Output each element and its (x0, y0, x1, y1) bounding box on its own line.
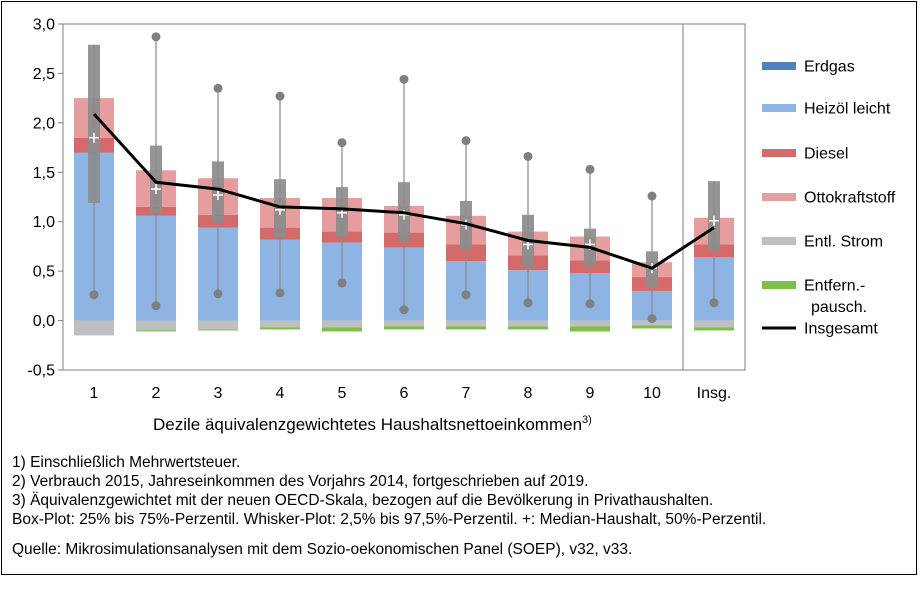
x-tick-label: 10 (643, 385, 661, 402)
plot-area (62, 23, 746, 371)
y-tick-label: 3,0 (33, 17, 55, 34)
p2-5-marker (89, 290, 99, 300)
legend-label: Insgesamt (804, 321, 878, 338)
bar-entfern-pausch (384, 326, 424, 330)
p97-5-marker (275, 91, 285, 101)
footnote-1: 1) Einschließlich Mehrwertsteuer. (12, 454, 241, 471)
bar-entfern-pausch (136, 330, 176, 332)
bar-entfern-pausch (260, 327, 300, 330)
x-axis-label-sup: 3) (582, 414, 592, 426)
legend-swatch (762, 149, 796, 157)
x-tick-label: 2 (152, 385, 161, 402)
footnote-3: 3) Äquivalenzgewichtet mit der neuen OEC… (12, 492, 714, 509)
x-tick-label: 3 (214, 385, 223, 402)
chart: -0,5 0,0 0,5 1,0 1,5 2,0 2,5 3,0 1 2 3 4 5 6 7 8 9 10 Insg… (27, 17, 896, 435)
y-tick-label: 1,5 (33, 165, 55, 182)
p97-5-marker (585, 164, 595, 174)
legend-swatch (762, 237, 796, 245)
p2-5-marker (523, 298, 533, 308)
bar-entfern-pausch (570, 326, 610, 332)
legend-label: Heizöl leicht (804, 101, 891, 118)
bar-entfern-pausch (508, 326, 548, 330)
p97-5-marker (399, 74, 409, 84)
footnote-2: 2) Verbrauch 2015, Jahreseinkommen des V… (12, 473, 589, 490)
bar-entl-strom (260, 320, 300, 328)
bar-entfern-pausch (694, 327, 734, 331)
p2-5-marker (399, 305, 409, 315)
p2-5-marker (337, 278, 347, 288)
p97-5-marker (213, 83, 223, 93)
y-tick-label: 1,0 (33, 214, 55, 231)
y-tick-label: -0,5 (27, 363, 55, 380)
p2-5-marker (275, 288, 285, 298)
p97-5-marker (523, 151, 533, 161)
x-tick-label: 4 (276, 385, 285, 402)
y-tick-label: 0,5 (33, 264, 55, 281)
p2-5-marker (461, 290, 471, 300)
x-tick-label: 6 (400, 385, 409, 402)
p97-5-marker (647, 191, 657, 201)
bar-entfern-pausch (198, 329, 238, 331)
legend-swatch (762, 62, 796, 70)
bar-entl-strom (74, 320, 114, 336)
bar-entl-strom (322, 320, 362, 328)
bar-entl-strom (570, 320, 610, 327)
x-tick-label: 7 (462, 385, 471, 402)
boxplot-note: Box-Plot: 25% bis 75%-Perzentil. Whisker… (12, 511, 767, 528)
p97-5-marker (151, 32, 161, 42)
line-insgesamt (92, 112, 715, 270)
source-note: Quelle: Mikrosimulationsanalysen mit dem… (12, 541, 633, 558)
legend-swatch (762, 281, 796, 289)
bar-entl-strom (198, 320, 238, 330)
legend-label: Diesel (804, 146, 848, 163)
bar-entfern-pausch (446, 326, 486, 330)
x-tick-label: 1 (90, 385, 99, 402)
box-iqr (88, 44, 100, 203)
legend-label-line2: pausch. (811, 299, 867, 316)
p2-5-marker (585, 299, 595, 309)
y-tick-label: 0,0 (33, 313, 55, 330)
figure-frame (1, 1, 917, 575)
legend-swatch (762, 193, 796, 201)
legend-label: Entl. Strom (804, 234, 883, 251)
bar-entl-strom (136, 320, 176, 331)
p97-5-marker (337, 138, 347, 148)
x-tick-label: 5 (338, 385, 347, 402)
p97-5-marker (461, 136, 471, 146)
legend-label: Ottokraftstoff (804, 190, 896, 207)
p2-5-marker (709, 298, 719, 308)
y-tick-label: 2,5 (33, 66, 55, 83)
y-tick-label: 2,0 (33, 115, 55, 132)
legend-label: Entfern.- (804, 278, 865, 295)
bar-entl-strom (508, 320, 548, 327)
legend-label: Erdgas (804, 59, 855, 76)
box-iqr (150, 145, 162, 213)
bar-entfern-pausch (322, 327, 362, 332)
x-tick-label: 9 (586, 385, 595, 402)
p2-5-marker (647, 314, 657, 324)
x-axis-label: Dezile äquivalenzgewichtetes Haushaltsne… (153, 414, 592, 434)
bar-entfern-pausch (632, 325, 672, 329)
p2-5-marker (151, 301, 161, 311)
bar-entl-strom (694, 320, 734, 328)
p2-5-marker (213, 289, 223, 299)
bar-entl-strom (384, 320, 424, 327)
legend-swatch (762, 104, 796, 112)
bar-entl-strom (446, 320, 486, 327)
x-tick-label: 8 (524, 385, 533, 402)
x-tick-label: Insg. (697, 385, 732, 402)
